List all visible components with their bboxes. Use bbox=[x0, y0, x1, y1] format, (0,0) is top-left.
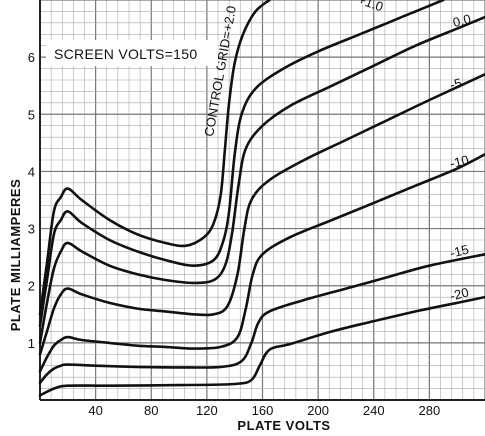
series-label: -20 bbox=[448, 285, 470, 304]
y-tick-label: 3 bbox=[28, 222, 35, 237]
grid bbox=[39, 0, 485, 401]
series-line bbox=[38, 0, 445, 327]
x-axis-label: PLATE VOLTS bbox=[237, 418, 330, 433]
y-axis-label: PLATE MILLIAMPERES bbox=[8, 179, 23, 331]
curves bbox=[38, 0, 485, 397]
y-tick-label: 4 bbox=[28, 164, 35, 179]
series-label: 0.0 bbox=[451, 11, 472, 30]
series-label: -10 bbox=[448, 152, 470, 171]
annotation-box: SCREEN VOLTS=150 bbox=[46, 40, 218, 66]
series-line bbox=[38, 253, 485, 385]
series-line bbox=[38, 0, 271, 316]
x-tick-label: 200 bbox=[307, 403, 329, 418]
y-tick-label: 5 bbox=[28, 107, 35, 122]
x-tick-label: 280 bbox=[419, 403, 441, 418]
y-tick-label: 1 bbox=[28, 336, 35, 351]
series-line bbox=[38, 295, 485, 397]
x-tick-label: 40 bbox=[88, 403, 102, 418]
series-line bbox=[38, 15, 485, 345]
y-tick-label: 2 bbox=[28, 279, 35, 294]
series-line bbox=[38, 153, 485, 373]
x-tick-label: 80 bbox=[144, 403, 158, 418]
series-label: -15 bbox=[448, 242, 470, 261]
screen-volts-annotation: SCREEN VOLTS=150 bbox=[54, 46, 197, 62]
x-tick-label: 120 bbox=[196, 403, 218, 418]
y-tick-label: 6 bbox=[28, 50, 35, 65]
annotation-background bbox=[46, 40, 218, 66]
x-tick-label: 160 bbox=[252, 403, 274, 418]
tick-labels: 40 80 120 160 200 240 280 1 2 3 4 5 6 bbox=[28, 50, 440, 418]
x-tick-label: 240 bbox=[363, 403, 385, 418]
series-label: -5 bbox=[448, 75, 463, 92]
series-line bbox=[38, 73, 485, 356]
